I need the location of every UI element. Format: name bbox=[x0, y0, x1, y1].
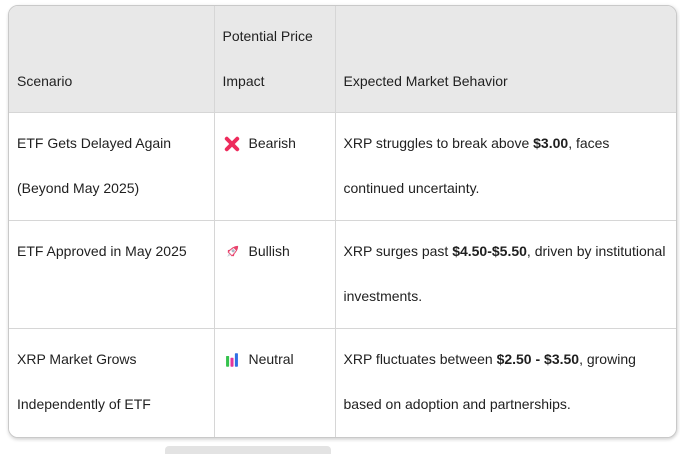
behavior-cell: XRP surges past $4.50-$5.50, driven by i… bbox=[334, 220, 676, 329]
behavior-cell: XRP struggles to break above $3.00, face… bbox=[334, 112, 676, 221]
scenario-table: Scenario Potential Price Impact Expected… bbox=[8, 5, 677, 438]
partial-element-below bbox=[165, 446, 331, 454]
behavior-cell: XRP fluctuates between $2.50 - $3.50, gr… bbox=[334, 328, 676, 437]
rocket-icon bbox=[223, 243, 241, 261]
bar-chart-icon bbox=[223, 351, 241, 369]
column-header-expected-market-behavior: Expected Market Behavior bbox=[334, 6, 676, 113]
header-row: Scenario Potential Price Impact Expected… bbox=[9, 6, 676, 113]
scenario-cell: XRP Market Grows Independently of ETF bbox=[9, 328, 215, 437]
impact-cell: Bearish bbox=[213, 112, 336, 221]
table-row: ETF Gets Delayed Again (Beyond May 2025)… bbox=[9, 112, 676, 221]
table-row: ETF Approved in May 2025 bbox=[9, 220, 676, 329]
impact-label: Bearish bbox=[248, 135, 296, 151]
column-header-potential-price-impact: Potential Price Impact bbox=[213, 6, 336, 113]
table-row: XRP Market Grows Independently of ETF Ne… bbox=[9, 328, 676, 437]
impact-cell: Neutral bbox=[213, 328, 336, 437]
scenario-cell: ETF Gets Delayed Again (Beyond May 2025) bbox=[9, 112, 215, 221]
impact-cell: Bullish bbox=[213, 220, 336, 329]
column-header-scenario: Scenario bbox=[9, 6, 215, 113]
impact-label: Bullish bbox=[248, 243, 290, 259]
cross-mark-icon bbox=[223, 135, 241, 153]
scenario-cell: ETF Approved in May 2025 bbox=[9, 220, 215, 329]
impact-label: Neutral bbox=[248, 351, 294, 367]
